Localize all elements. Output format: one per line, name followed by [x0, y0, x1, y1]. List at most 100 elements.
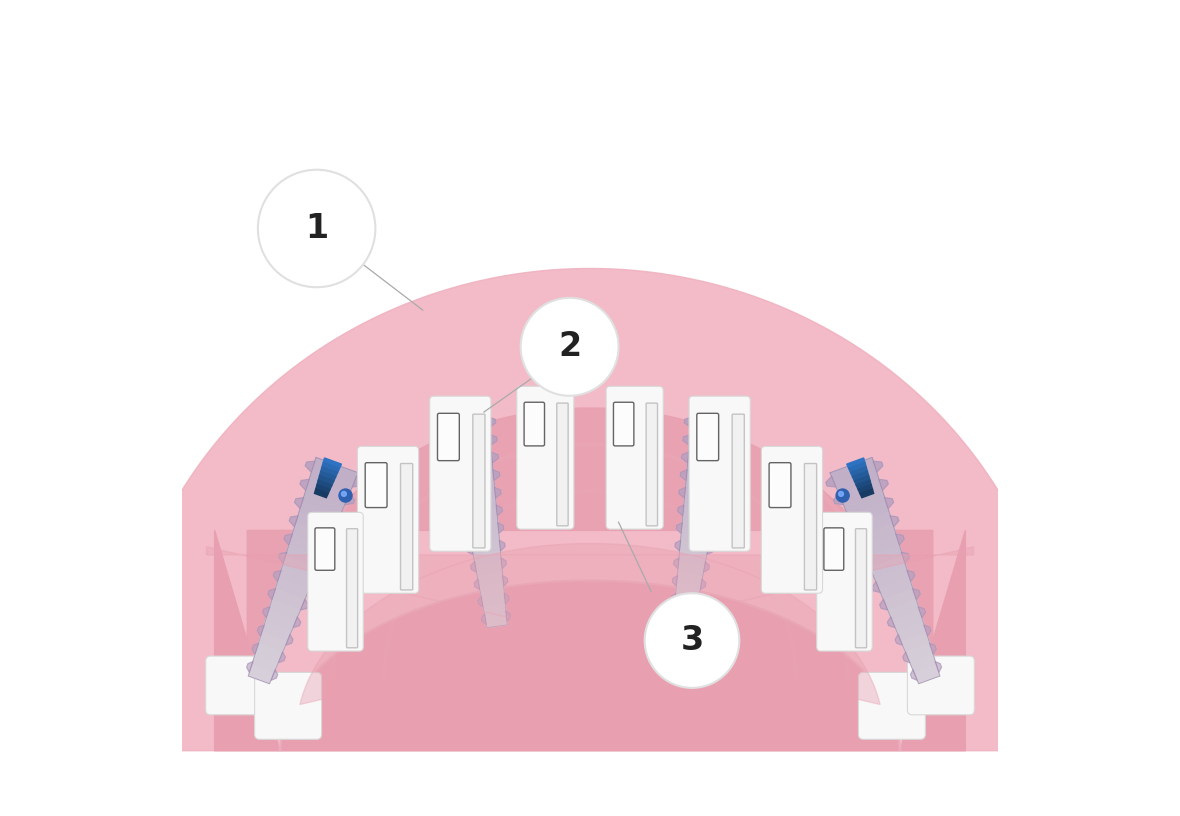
Polygon shape	[670, 610, 674, 621]
Polygon shape	[309, 468, 354, 494]
Polygon shape	[682, 508, 715, 523]
Polygon shape	[699, 423, 715, 429]
Polygon shape	[441, 423, 450, 433]
Polygon shape	[500, 558, 506, 569]
Polygon shape	[897, 621, 926, 641]
Polygon shape	[322, 463, 340, 472]
Polygon shape	[315, 489, 328, 498]
Polygon shape	[892, 610, 923, 631]
Polygon shape	[269, 600, 301, 620]
Polygon shape	[680, 470, 687, 481]
FancyBboxPatch shape	[614, 402, 634, 446]
FancyBboxPatch shape	[365, 463, 387, 508]
Polygon shape	[455, 455, 493, 471]
Polygon shape	[914, 665, 939, 684]
Polygon shape	[699, 427, 714, 434]
Polygon shape	[319, 476, 334, 485]
Polygon shape	[479, 583, 504, 596]
Polygon shape	[278, 567, 314, 589]
Polygon shape	[447, 414, 489, 429]
FancyBboxPatch shape	[647, 403, 657, 526]
Polygon shape	[504, 593, 509, 604]
Polygon shape	[286, 545, 322, 568]
FancyBboxPatch shape	[689, 397, 750, 552]
Circle shape	[341, 491, 347, 496]
Polygon shape	[485, 614, 507, 628]
Polygon shape	[275, 578, 309, 599]
Polygon shape	[687, 455, 725, 471]
Polygon shape	[841, 512, 851, 522]
FancyBboxPatch shape	[859, 672, 925, 739]
Polygon shape	[872, 582, 880, 592]
Polygon shape	[826, 477, 835, 487]
Polygon shape	[680, 540, 709, 555]
Polygon shape	[273, 588, 304, 610]
Polygon shape	[717, 492, 723, 503]
FancyBboxPatch shape	[358, 446, 419, 593]
Polygon shape	[730, 423, 739, 433]
Polygon shape	[289, 534, 327, 557]
Polygon shape	[266, 610, 296, 631]
Polygon shape	[684, 417, 693, 428]
Polygon shape	[675, 540, 681, 551]
Polygon shape	[911, 669, 917, 681]
Polygon shape	[315, 564, 323, 574]
Polygon shape	[848, 463, 866, 472]
Polygon shape	[896, 534, 904, 545]
Text: 2: 2	[558, 330, 582, 363]
Polygon shape	[483, 604, 506, 617]
Polygon shape	[465, 423, 481, 429]
Circle shape	[258, 170, 375, 287]
Polygon shape	[912, 588, 920, 600]
Polygon shape	[910, 654, 937, 673]
Polygon shape	[464, 498, 497, 513]
Polygon shape	[907, 570, 915, 581]
Polygon shape	[493, 470, 500, 481]
Polygon shape	[450, 424, 490, 440]
Polygon shape	[720, 475, 727, 486]
Polygon shape	[857, 547, 865, 557]
FancyBboxPatch shape	[824, 528, 844, 570]
Polygon shape	[860, 489, 873, 498]
Polygon shape	[879, 578, 913, 599]
Polygon shape	[691, 414, 733, 429]
Polygon shape	[487, 417, 496, 428]
Text: 3: 3	[681, 624, 703, 657]
Polygon shape	[833, 494, 843, 504]
Polygon shape	[687, 466, 722, 481]
Polygon shape	[864, 564, 873, 574]
Polygon shape	[458, 466, 493, 481]
FancyBboxPatch shape	[430, 397, 491, 552]
Polygon shape	[466, 432, 483, 438]
Polygon shape	[723, 457, 730, 468]
Polygon shape	[473, 551, 501, 565]
Polygon shape	[446, 440, 453, 450]
Polygon shape	[278, 552, 287, 563]
Polygon shape	[345, 494, 355, 504]
Polygon shape	[851, 467, 867, 477]
FancyBboxPatch shape	[769, 463, 791, 508]
Polygon shape	[697, 446, 710, 452]
Polygon shape	[930, 643, 936, 654]
Polygon shape	[677, 505, 684, 516]
FancyBboxPatch shape	[732, 415, 745, 548]
FancyBboxPatch shape	[817, 512, 872, 651]
Polygon shape	[686, 477, 721, 492]
Polygon shape	[681, 530, 710, 544]
Polygon shape	[727, 440, 734, 450]
Polygon shape	[874, 567, 910, 589]
Polygon shape	[206, 543, 973, 704]
Polygon shape	[470, 530, 499, 544]
FancyBboxPatch shape	[805, 463, 817, 590]
FancyBboxPatch shape	[697, 414, 719, 461]
Polygon shape	[481, 593, 505, 607]
Polygon shape	[478, 596, 483, 607]
Polygon shape	[677, 561, 704, 575]
Polygon shape	[673, 614, 695, 628]
Polygon shape	[452, 434, 491, 450]
Polygon shape	[857, 523, 896, 547]
Polygon shape	[263, 607, 270, 618]
Polygon shape	[924, 625, 931, 636]
Polygon shape	[317, 480, 332, 490]
Polygon shape	[299, 501, 340, 526]
